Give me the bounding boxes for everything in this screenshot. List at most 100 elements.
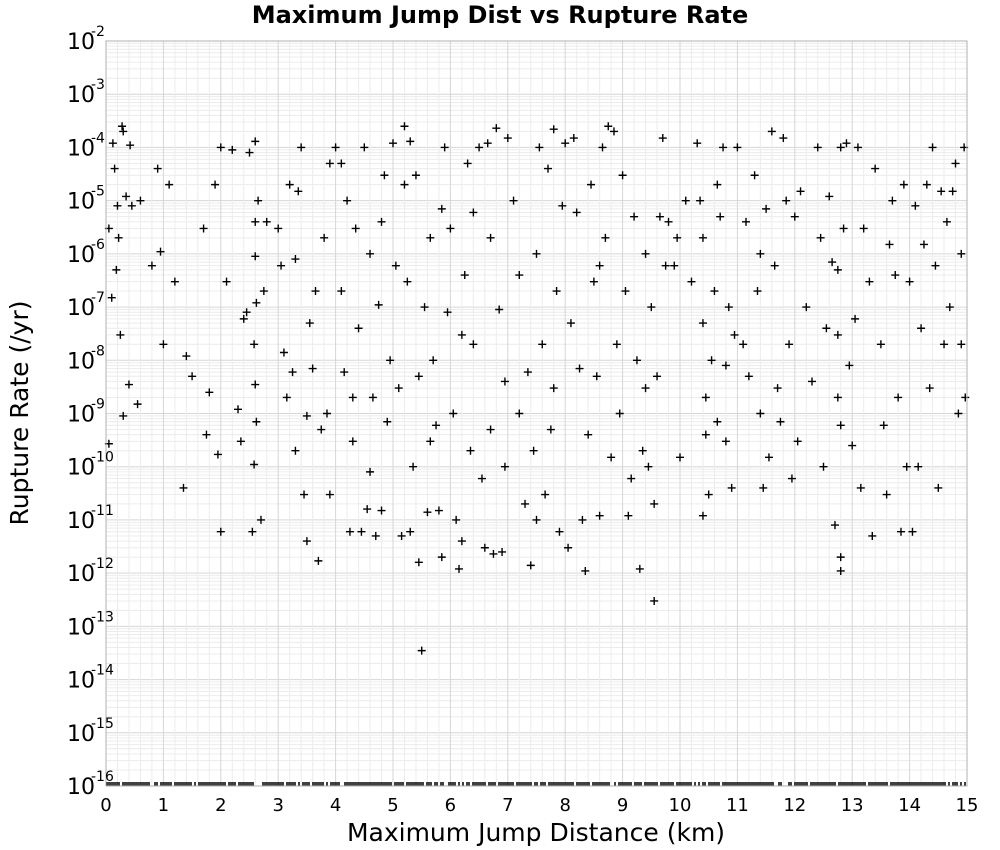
data-point — [919, 240, 928, 249]
data-point — [380, 171, 389, 180]
data-point — [776, 417, 785, 426]
y-tick-label: 10-15 — [67, 716, 114, 747]
data-point — [250, 340, 259, 349]
data-point — [477, 474, 486, 483]
data-point — [790, 212, 799, 221]
y-tick-exponent: -6 — [91, 237, 105, 253]
data-point — [363, 505, 372, 514]
data-point — [515, 271, 524, 280]
data-point — [360, 143, 369, 152]
y-tick-exponent: -9 — [91, 397, 105, 413]
data-point — [469, 340, 478, 349]
y-tick-base: 10 — [67, 83, 95, 108]
y-tick-base: 10 — [67, 669, 95, 694]
data-point — [348, 437, 357, 446]
data-point — [836, 143, 845, 152]
data-point — [294, 187, 303, 196]
data-point — [767, 127, 776, 136]
data-point — [234, 405, 243, 414]
data-point — [635, 564, 644, 573]
data-point — [486, 425, 495, 434]
y-tick-base: 10 — [67, 349, 95, 374]
data-point — [744, 372, 753, 381]
data-point — [403, 277, 412, 286]
data-point — [434, 506, 443, 515]
x-tick-label: 10 — [669, 795, 692, 816]
data-point — [698, 319, 707, 328]
data-point — [558, 201, 567, 210]
data-point — [343, 196, 352, 205]
data-point — [865, 277, 874, 286]
data-point — [888, 196, 897, 205]
data-point — [291, 255, 300, 264]
data-point — [707, 356, 716, 365]
data-point — [118, 122, 127, 131]
x-tick-label: 3 — [272, 795, 283, 816]
data-point — [687, 277, 696, 286]
data-point — [114, 233, 123, 242]
data-point — [345, 527, 354, 536]
data-point — [391, 261, 400, 270]
data-point — [300, 490, 309, 499]
data-point — [584, 430, 593, 439]
data-point — [371, 531, 380, 540]
data-point — [836, 566, 845, 575]
x-axis-ticks: 0 1 2 3 4 5 6 7 8 9 10 11 12 13 14 15 — [100, 795, 978, 816]
data-point — [446, 224, 455, 233]
data-point — [681, 196, 690, 205]
data-point — [598, 143, 607, 152]
plot-area-frame — [105, 40, 968, 787]
data-point — [595, 261, 604, 270]
y-tick-exponent: -16 — [91, 769, 114, 785]
data-point — [896, 527, 905, 536]
data-point — [698, 511, 707, 520]
data-point — [406, 137, 415, 146]
data-point — [509, 196, 518, 205]
data-point — [320, 233, 329, 242]
data-point — [621, 287, 630, 296]
data-point — [423, 508, 432, 517]
data-point — [156, 247, 165, 256]
data-point — [595, 511, 604, 520]
data-point — [742, 217, 751, 226]
data-point — [368, 393, 377, 402]
data-point — [417, 646, 426, 655]
data-point — [581, 566, 590, 575]
data-point — [119, 127, 128, 136]
data-point — [457, 330, 466, 339]
data-point — [696, 196, 705, 205]
data-point — [325, 159, 334, 168]
data-point — [498, 547, 507, 556]
data-point — [658, 134, 667, 143]
data-point — [165, 180, 174, 189]
data-point — [650, 499, 659, 508]
data-point — [236, 437, 245, 446]
data-point — [552, 287, 561, 296]
data-point — [830, 521, 839, 530]
data-point — [934, 483, 943, 492]
data-point — [279, 348, 288, 357]
data-point — [466, 446, 475, 455]
x-tick-label: 8 — [559, 795, 570, 816]
data-point — [868, 531, 877, 540]
data-point — [374, 300, 383, 309]
y-tick-label: 10-3 — [67, 77, 105, 108]
data-point — [914, 462, 923, 471]
data-point — [566, 319, 575, 328]
y-tick-exponent: -3 — [91, 77, 105, 93]
data-point — [549, 384, 558, 393]
data-point — [112, 265, 121, 274]
data-point — [213, 450, 222, 459]
data-point — [124, 380, 133, 389]
data-point — [480, 543, 489, 552]
data-point — [541, 490, 550, 499]
data-point — [928, 143, 937, 152]
data-point — [931, 261, 940, 270]
data-point — [515, 409, 524, 418]
y-axis-label: Rupture Rate (/yr) — [5, 301, 34, 526]
data-point — [891, 271, 900, 280]
data-point — [317, 425, 326, 434]
data-point — [297, 143, 306, 152]
data-point — [500, 462, 509, 471]
x-tick-label: 0 — [100, 795, 111, 816]
